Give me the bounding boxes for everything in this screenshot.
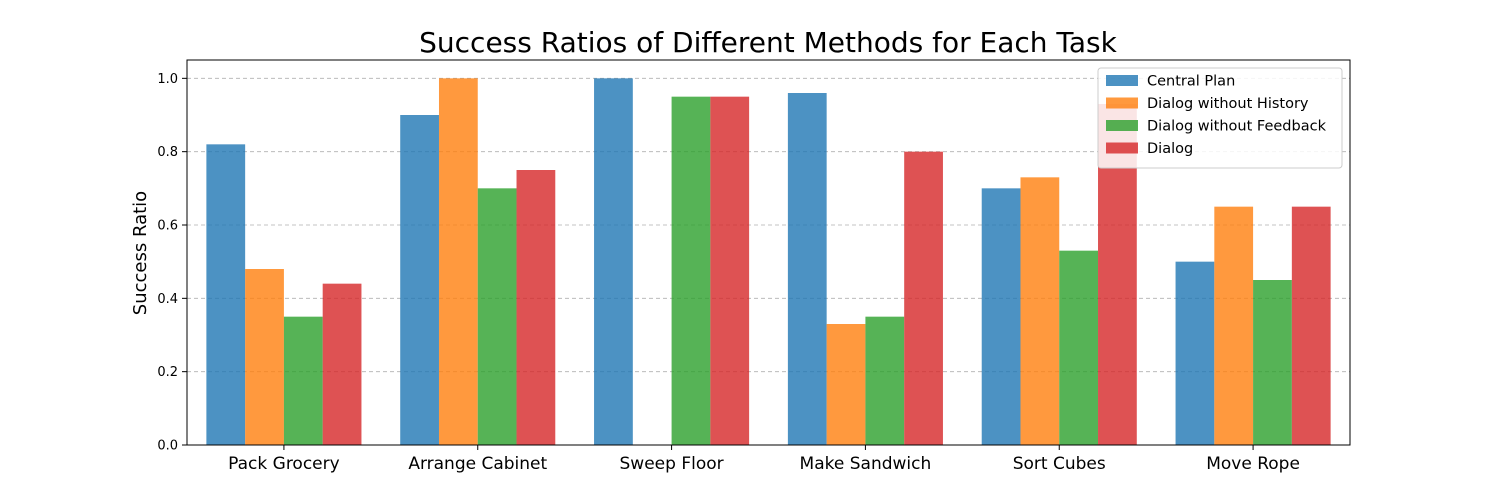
x-tick-label: Arrange Cabinet (408, 454, 547, 474)
bar-central-plan-arrange-cabinet (400, 115, 439, 445)
bar-dialog-without-feedback-sweep-floor (671, 96, 711, 446)
legend-swatch (1106, 97, 1138, 109)
bar-dialog-without-feedback-make-sandwich (865, 316, 905, 445)
legend-swatch (1106, 75, 1138, 86)
bar-dialog-move-rope (1291, 206, 1331, 445)
legend: Central Plan Dialog without History Dialog… (1097, 67, 1343, 169)
y-tick-label: 0.0 (157, 439, 178, 454)
y-tick-label: 0.6 (157, 219, 178, 234)
bar-dialog-without-history-sort-cubes (1020, 177, 1060, 446)
legend-label: Dialog without History (1147, 96, 1309, 112)
bar-dialog-without-feedback-pack-grocery (283, 316, 323, 445)
bar-dialog-sweep-floor (710, 96, 750, 446)
bar-dialog-make-sandwich (904, 151, 943, 445)
legend-box (1097, 67, 1343, 169)
axes (186, 59, 1351, 446)
y-axis-label: Success Ratio (130, 191, 151, 315)
legend-label: Dialog without Feedback (1147, 119, 1327, 135)
plot-frame (186, 59, 1351, 446)
legend-label: Dialog (1147, 141, 1193, 157)
x-tick-label: Make Sandwich (800, 454, 932, 474)
bar-dialog-without-feedback-move-rope (1253, 280, 1292, 445)
bar-dialog-arrange-cabinet (516, 170, 556, 445)
bar-dialog-pack-grocery (322, 283, 362, 445)
x-tick-label: Sort Cubes (1013, 454, 1106, 474)
x-tick-label: Pack Grocery (228, 454, 340, 474)
y-tick-label: 0.8 (157, 145, 178, 160)
bar-central-plan-make-sandwich (787, 93, 827, 445)
y-tick-label: 1.0 (157, 72, 178, 87)
ticks: 0.0 0.2 0.4 0.6 0.8 1.0 Pack Grocery Arrange Ca… (157, 72, 1300, 474)
legend-swatch (1106, 142, 1138, 154)
bar-central-plan-sort-cubes (981, 188, 1021, 446)
bar-dialog-without-history-arrange-cabinet (438, 78, 478, 445)
bar-dialog-without-history-pack-grocery (245, 269, 284, 445)
bar-dialog-without-history-move-rope (1214, 206, 1254, 445)
y-tick-label: 0.4 (157, 292, 178, 307)
bar-dialog-without-feedback-arrange-cabinet (477, 188, 517, 446)
legend-label: Central Plan (1147, 74, 1235, 90)
y-tick-label: 0.2 (157, 365, 178, 380)
x-tick-label: Move Rope (1206, 454, 1300, 474)
bar-dialog-without-history-make-sandwich (826, 324, 866, 445)
x-tick-label: Sweep Floor (620, 454, 724, 474)
bar-dialog-without-feedback-sort-cubes (1059, 250, 1099, 445)
chart-title: Success Ratios of Different Methods for … (419, 26, 1117, 59)
bar-central-plan-sweep-floor (594, 78, 633, 445)
legend-swatch (1106, 120, 1138, 131)
bar-central-plan-pack-grocery (206, 144, 246, 446)
bar-central-plan-move-rope (1175, 261, 1215, 445)
